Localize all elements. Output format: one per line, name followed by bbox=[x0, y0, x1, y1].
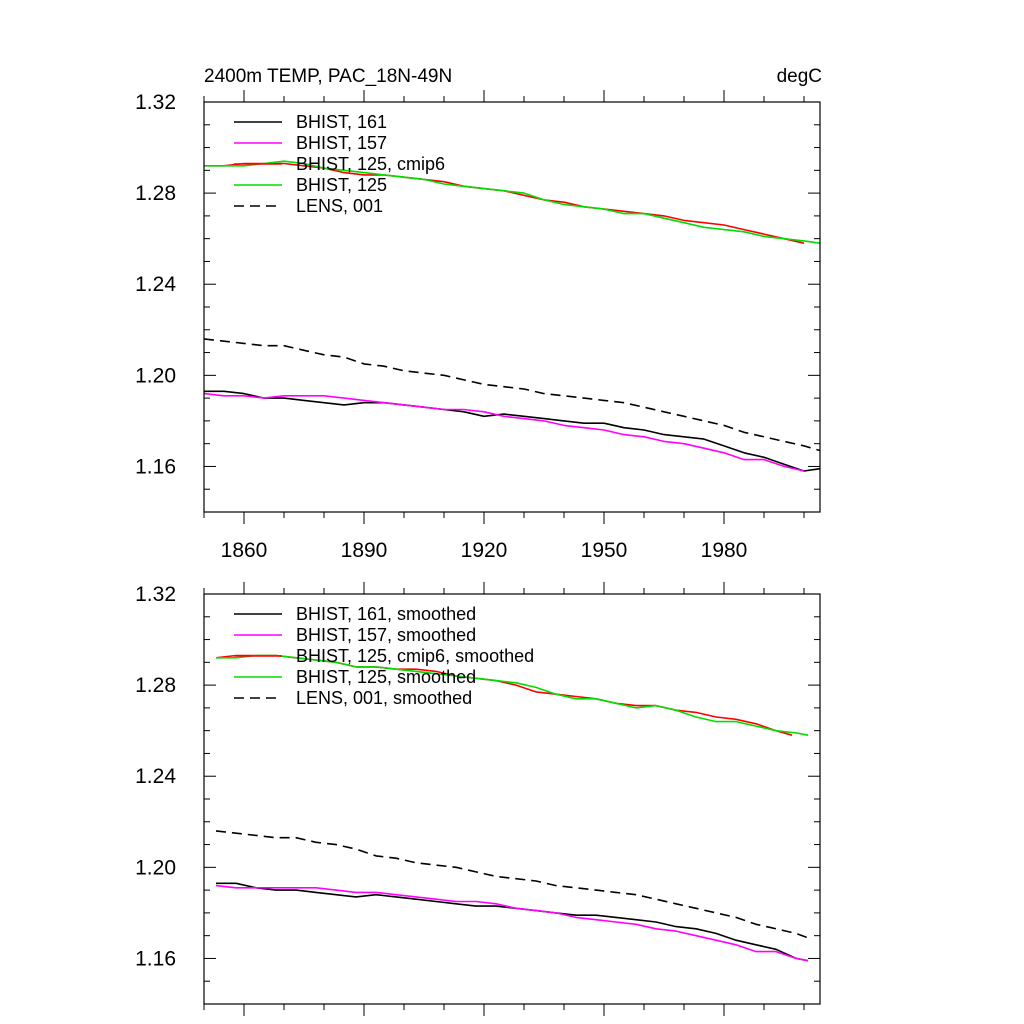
legend-label: BHIST, 125, cmip6 bbox=[296, 154, 445, 174]
y-tick-label: 1.28 bbox=[135, 674, 176, 697]
y-tick-label: 1.16 bbox=[135, 947, 176, 970]
legend-label: BHIST, 157 bbox=[296, 133, 387, 153]
y-axis: 1.16 1.20 1.24 1.28 1.32 bbox=[135, 583, 176, 970]
y-tick-label: 1.24 bbox=[135, 765, 176, 788]
legend-label: LENS, 001 bbox=[296, 196, 383, 216]
axis-ticks bbox=[203, 582, 820, 1016]
legend-label: LENS, 001, smoothed bbox=[296, 688, 472, 708]
y-tick-label: 1.28 bbox=[135, 182, 176, 205]
plot-frame bbox=[203, 101, 821, 513]
x-tick-label: 1860 bbox=[221, 539, 268, 562]
legend-label: BHIST, 161 bbox=[296, 112, 387, 132]
units-label: degC bbox=[777, 66, 822, 87]
series-group bbox=[215, 654, 809, 962]
y-tick-label: 1.24 bbox=[135, 273, 176, 296]
legend-label: BHIST, 161, smoothed bbox=[296, 604, 476, 624]
series-line bbox=[216, 654, 809, 736]
plot-frame bbox=[203, 593, 821, 1005]
series-line bbox=[203, 392, 805, 472]
series-group bbox=[203, 160, 821, 472]
x-tick-label: 1950 bbox=[581, 539, 628, 562]
x-tick-label: 1890 bbox=[341, 539, 388, 562]
legend-label: BHIST, 125 bbox=[296, 175, 387, 195]
series-line bbox=[203, 338, 821, 452]
legend-label: BHIST, 125, cmip6, smoothed bbox=[296, 646, 534, 666]
y-tick-label: 1.20 bbox=[135, 364, 176, 387]
x-axis: 1860 1890 1920 1950 1980 bbox=[221, 539, 748, 562]
series-line bbox=[215, 830, 809, 939]
y-tick-label: 1.32 bbox=[135, 583, 176, 606]
y-tick-label: 1.16 bbox=[135, 455, 176, 478]
series-line bbox=[204, 390, 821, 472]
y-axis: 1.16 1.20 1.24 1.28 1.32 bbox=[135, 91, 176, 478]
y-tick-label: 1.20 bbox=[135, 856, 176, 879]
x-tick-label: 1980 bbox=[701, 539, 748, 562]
series-line bbox=[215, 884, 809, 962]
chart-title: 2400m TEMP, PAC_18N-49N bbox=[204, 66, 452, 87]
series-line bbox=[204, 160, 821, 244]
y-tick-label: 1.32 bbox=[135, 91, 176, 114]
legend-label: BHIST, 125, smoothed bbox=[296, 667, 476, 687]
top-panel: 1.16 1.20 1.24 1.28 1.32 1860 1890 1920 1950 198… bbox=[135, 90, 821, 562]
bottom-panel: 1.16 1.20 1.24 1.28 1.32 BHIST, 161, smoothe… bbox=[135, 582, 821, 1016]
legend-label: BHIST, 157, smoothed bbox=[296, 625, 476, 645]
x-tick-label: 1920 bbox=[461, 539, 508, 562]
